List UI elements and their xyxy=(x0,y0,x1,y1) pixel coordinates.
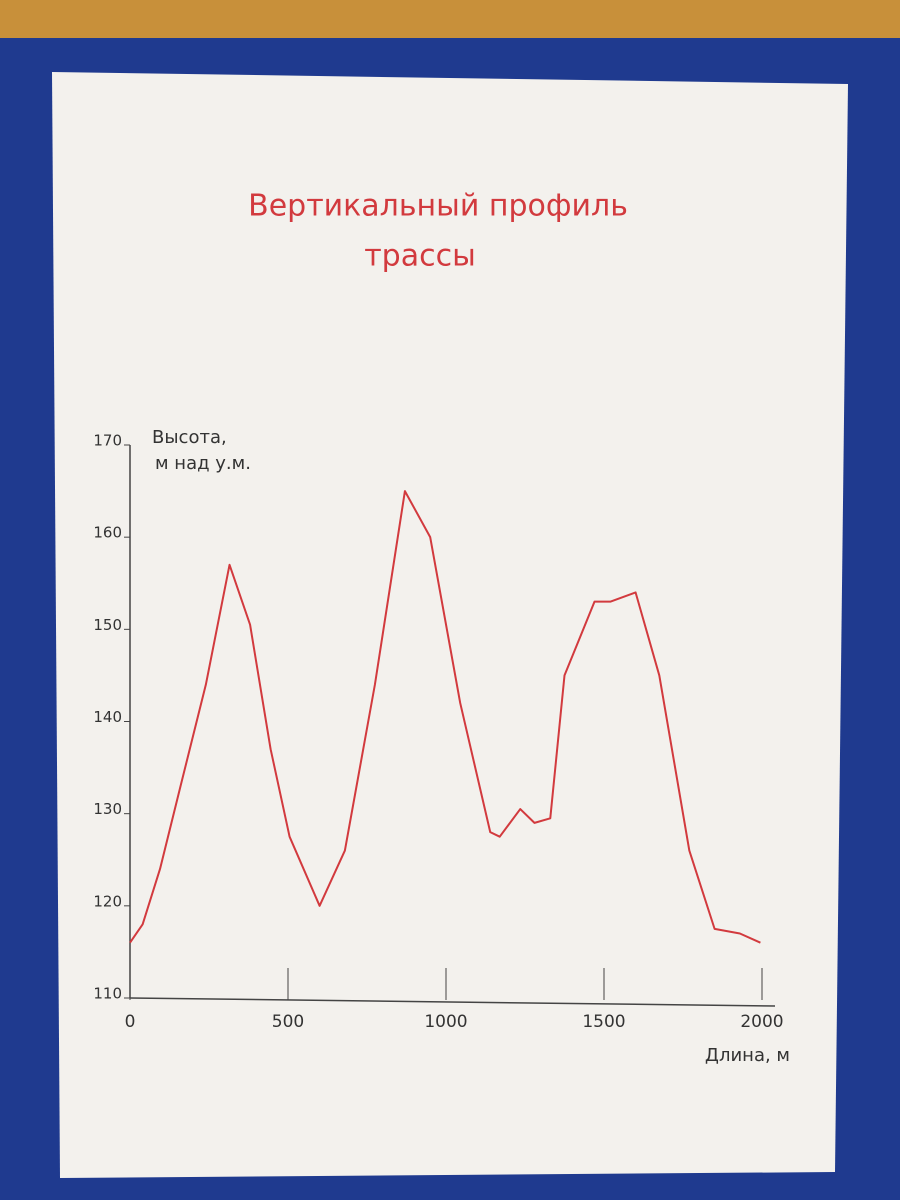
x-tick-label: 2000 xyxy=(740,1012,783,1032)
x-axis-label: Длина, м xyxy=(705,1045,790,1066)
y-tick-label: 120 xyxy=(93,892,122,910)
paper xyxy=(52,72,848,1178)
y-tick-label: 150 xyxy=(93,616,122,634)
x-tick-label: 0 xyxy=(125,1012,136,1032)
y-tick-label: 160 xyxy=(93,524,122,542)
chart-title: трассы xyxy=(364,239,476,274)
x-tick-label: 500 xyxy=(272,1012,304,1032)
y-tick-label: 110 xyxy=(93,985,122,1003)
y-tick-label: 170 xyxy=(93,432,122,450)
x-tick-label: 1000 xyxy=(424,1012,467,1032)
y-axis-label: м над у.м. xyxy=(155,453,251,474)
x-tick-label: 1500 xyxy=(582,1012,625,1032)
x-axis xyxy=(129,997,776,1007)
chart-title: Вертикальный профиль xyxy=(248,189,628,224)
y-tick-label: 130 xyxy=(93,800,122,818)
line-series xyxy=(129,490,761,944)
y-axis-label: Высота, xyxy=(152,427,227,448)
y-tick-label: 140 xyxy=(93,708,122,726)
